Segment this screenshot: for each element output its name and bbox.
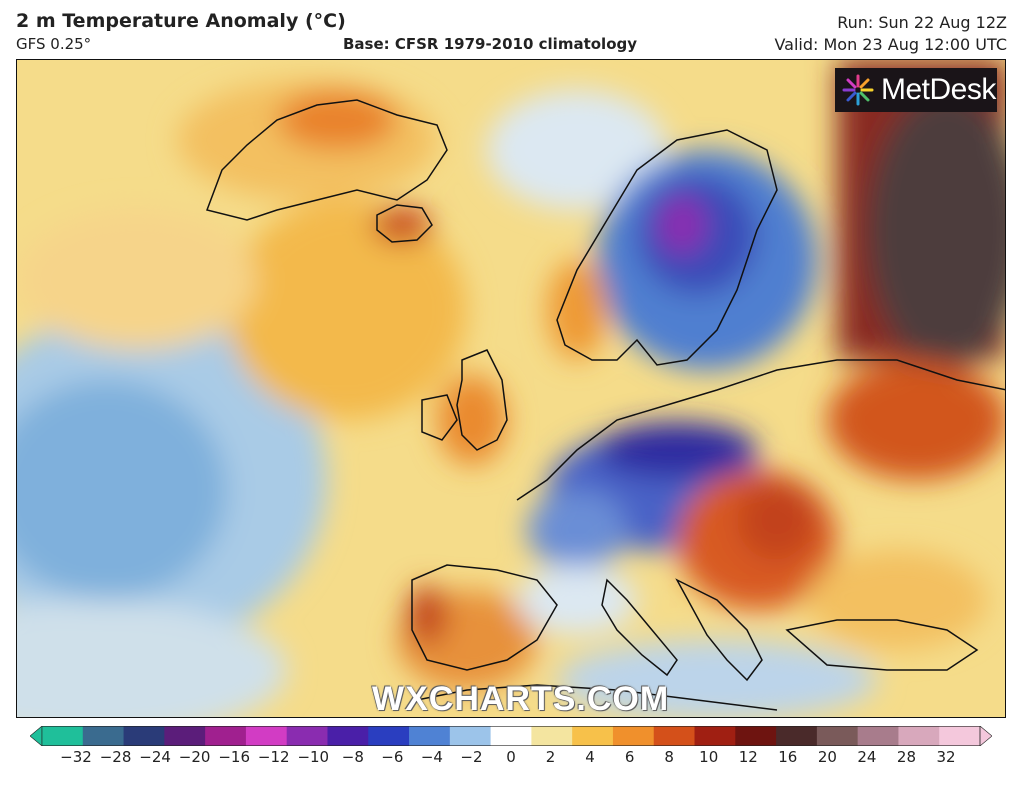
colorbar-tick-label: −12 bbox=[257, 748, 290, 766]
colorbar-cell bbox=[857, 726, 899, 746]
colorbar-cell bbox=[286, 726, 328, 746]
colorbar-cell bbox=[735, 726, 777, 746]
climatology-base-label: Base: CFSR 1979-2010 climatology bbox=[343, 35, 638, 53]
colorbar-frame bbox=[41, 726, 981, 746]
metdesk-wordmark: MetDesk bbox=[881, 73, 996, 106]
colorbar-cell bbox=[776, 726, 818, 746]
colorbar-tick-label: −32 bbox=[60, 748, 92, 766]
colorbar-cell bbox=[409, 726, 451, 746]
colorbar-cell bbox=[898, 726, 940, 746]
colorbar-tick-label: −20 bbox=[178, 748, 211, 766]
colorbar-tick-label: −16 bbox=[218, 748, 250, 766]
colorbar-tick-label: 0 bbox=[506, 748, 516, 766]
colorbar-tick-label: −24 bbox=[139, 748, 171, 766]
colorbar-cell bbox=[327, 726, 369, 746]
colorbar-cell bbox=[572, 726, 614, 746]
map-canvas bbox=[17, 60, 1005, 717]
colorbar-tick-label: −6 bbox=[381, 748, 404, 766]
colorbar-tick-label: 20 bbox=[817, 748, 837, 766]
colorbar-max-arrow bbox=[979, 726, 992, 746]
colorbar-cell bbox=[42, 726, 84, 746]
run-time-label: Run: Sun 22 Aug 12Z bbox=[837, 13, 1007, 32]
colorbar-cell bbox=[449, 726, 492, 746]
colorbar-cell bbox=[490, 726, 532, 746]
coastlines bbox=[206, 99, 1005, 711]
colorbar-cell bbox=[368, 726, 410, 746]
colorbar-tick-label: −10 bbox=[297, 748, 330, 766]
colorbar-cell bbox=[205, 726, 247, 746]
colorbar-cell bbox=[653, 726, 696, 746]
colorbar-tick-label: 28 bbox=[896, 748, 916, 766]
model-label: GFS 0.25° bbox=[16, 35, 92, 53]
chart-title: 2 m Temperature Anomaly (°C) bbox=[16, 10, 346, 32]
colorbar-cell bbox=[816, 726, 859, 746]
colorbar-tick-label: 10 bbox=[699, 748, 719, 766]
colorbar-cell bbox=[612, 726, 655, 746]
colorbar-cell bbox=[123, 726, 165, 746]
metdesk-burst-icon bbox=[842, 74, 874, 106]
colorbar-tick-label: 32 bbox=[936, 748, 956, 766]
colorbar-tick-label: −2 bbox=[460, 748, 483, 766]
colorbar-tick-label: 6 bbox=[624, 748, 635, 766]
colorbar-cell bbox=[531, 726, 573, 746]
colorbar-tick-label: −28 bbox=[99, 748, 132, 766]
colorbar-tick-label: 4 bbox=[585, 748, 595, 766]
colorbar-min-arrow bbox=[30, 726, 43, 746]
colorbar-cell bbox=[694, 726, 736, 746]
colorbar-ticks: −32 −28 −24 −20 −16 −12 −10 −8 −6 −4 −2 0 2 4 6 8 10 12 16… bbox=[0, 748, 1024, 770]
colorbar bbox=[30, 726, 992, 746]
anomaly-map[interactable]: MetDesk WXCHARTS.COM bbox=[16, 59, 1006, 718]
colorbar-cell bbox=[82, 726, 125, 746]
colorbar-tick-label: 8 bbox=[664, 748, 674, 766]
valid-time-label: Valid: Mon 23 Aug 12:00 UTC bbox=[774, 35, 1007, 54]
wxcharts-watermark: WXCHARTS.COM bbox=[372, 680, 670, 718]
colorbar-tick-label: −8 bbox=[341, 748, 364, 766]
colorbar-cell bbox=[164, 726, 206, 746]
colorbar-tick-label: 24 bbox=[857, 748, 877, 766]
metdesk-logo: MetDesk bbox=[835, 68, 997, 112]
colorbar-tick-label: 16 bbox=[778, 748, 798, 766]
colorbar-cell bbox=[939, 726, 981, 746]
colorbar-cell bbox=[245, 726, 288, 746]
colorbar-tick-label: −4 bbox=[420, 748, 443, 766]
colorbar-tick-label: 12 bbox=[738, 748, 758, 766]
colorbar-tick-label: 2 bbox=[545, 748, 556, 766]
